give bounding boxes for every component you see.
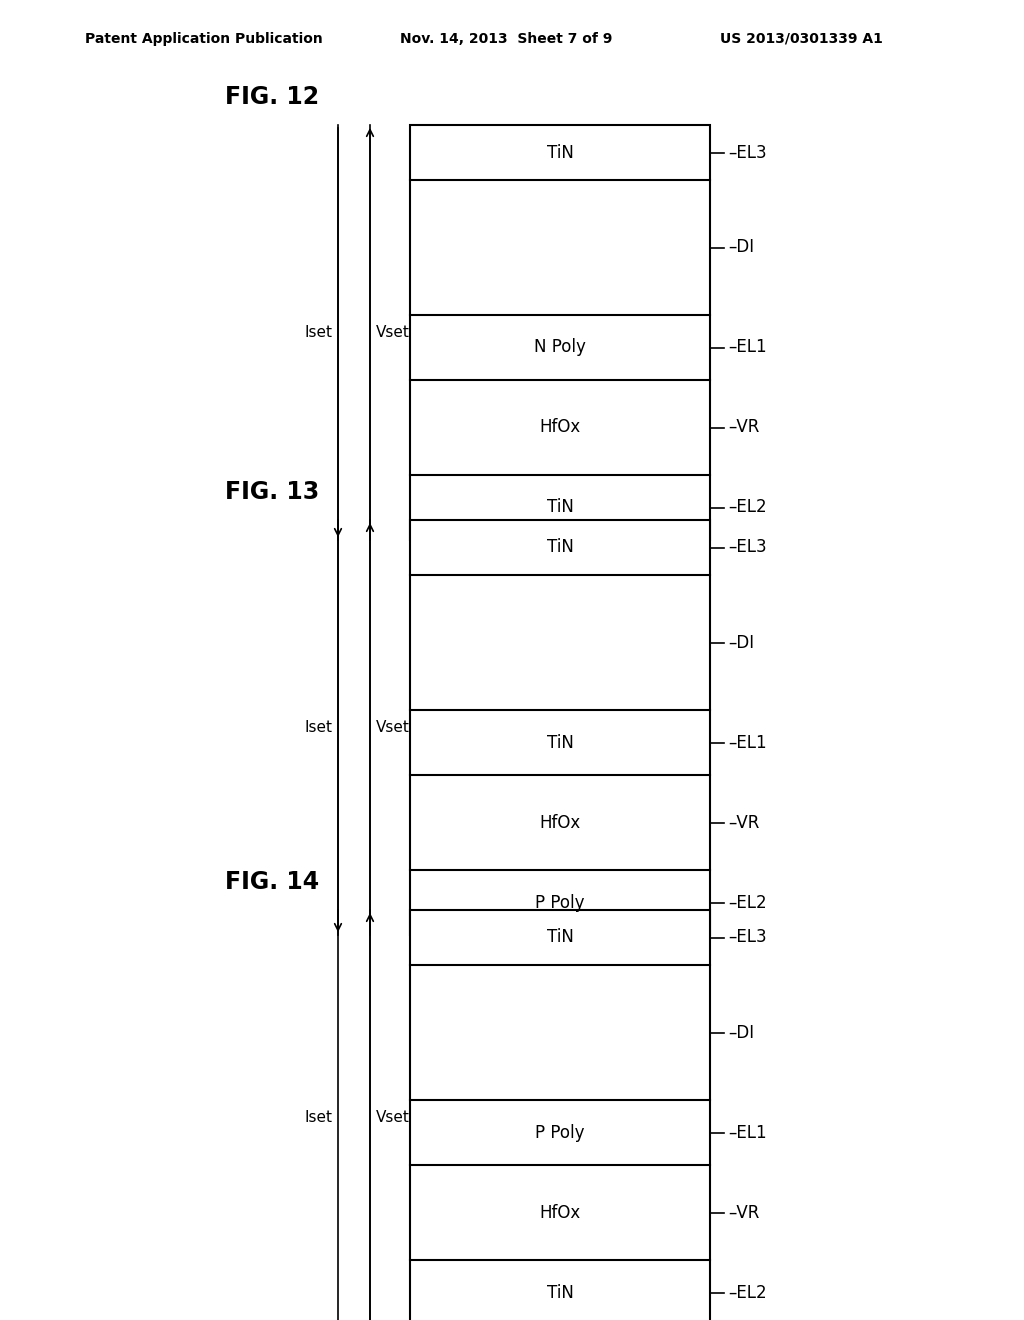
Text: –VR: –VR bbox=[728, 1204, 760, 1221]
Text: Nov. 14, 2013  Sheet 7 of 9: Nov. 14, 2013 Sheet 7 of 9 bbox=[400, 32, 612, 46]
Text: –DI: –DI bbox=[728, 634, 754, 652]
Text: US 2013/0301339 A1: US 2013/0301339 A1 bbox=[720, 32, 883, 46]
Text: TiN: TiN bbox=[547, 499, 573, 516]
Bar bbox=[410, 520, 710, 935]
Text: P Poly: P Poly bbox=[536, 1123, 585, 1142]
Text: –VR: –VR bbox=[728, 418, 760, 437]
Text: –DI: –DI bbox=[728, 1023, 754, 1041]
Text: –EL1: –EL1 bbox=[728, 1123, 767, 1142]
Text: HfOx: HfOx bbox=[540, 813, 581, 832]
Text: FIG. 12: FIG. 12 bbox=[225, 84, 319, 110]
Text: –EL3: –EL3 bbox=[728, 144, 767, 161]
Text: Iset: Iset bbox=[304, 325, 332, 341]
Text: FIG. 13: FIG. 13 bbox=[225, 480, 319, 504]
Text: HfOx: HfOx bbox=[540, 1204, 581, 1221]
Text: TiN: TiN bbox=[547, 144, 573, 161]
Text: TiN: TiN bbox=[547, 1283, 573, 1302]
Text: TiN: TiN bbox=[547, 734, 573, 751]
Text: Iset: Iset bbox=[304, 1110, 332, 1125]
Text: Iset: Iset bbox=[304, 719, 332, 735]
Text: –DI: –DI bbox=[728, 239, 754, 256]
Text: HfOx: HfOx bbox=[540, 418, 581, 437]
Text: –EL2: –EL2 bbox=[728, 1283, 767, 1302]
Bar bbox=[410, 909, 710, 1320]
Text: Vset: Vset bbox=[376, 1110, 410, 1125]
Text: –EL3: –EL3 bbox=[728, 928, 767, 946]
Text: FIG. 14: FIG. 14 bbox=[225, 870, 319, 894]
Text: –EL2: –EL2 bbox=[728, 499, 767, 516]
Text: TiN: TiN bbox=[547, 539, 573, 557]
Text: –EL1: –EL1 bbox=[728, 338, 767, 356]
Text: P Poly: P Poly bbox=[536, 894, 585, 912]
Text: N Poly: N Poly bbox=[535, 338, 586, 356]
Text: –EL2: –EL2 bbox=[728, 894, 767, 912]
Text: –VR: –VR bbox=[728, 813, 760, 832]
Bar bbox=[410, 125, 710, 540]
Text: Patent Application Publication: Patent Application Publication bbox=[85, 32, 323, 46]
Text: Vset: Vset bbox=[376, 719, 410, 735]
Text: –EL3: –EL3 bbox=[728, 539, 767, 557]
Text: TiN: TiN bbox=[547, 928, 573, 946]
Text: –EL1: –EL1 bbox=[728, 734, 767, 751]
Text: Vset: Vset bbox=[376, 325, 410, 341]
